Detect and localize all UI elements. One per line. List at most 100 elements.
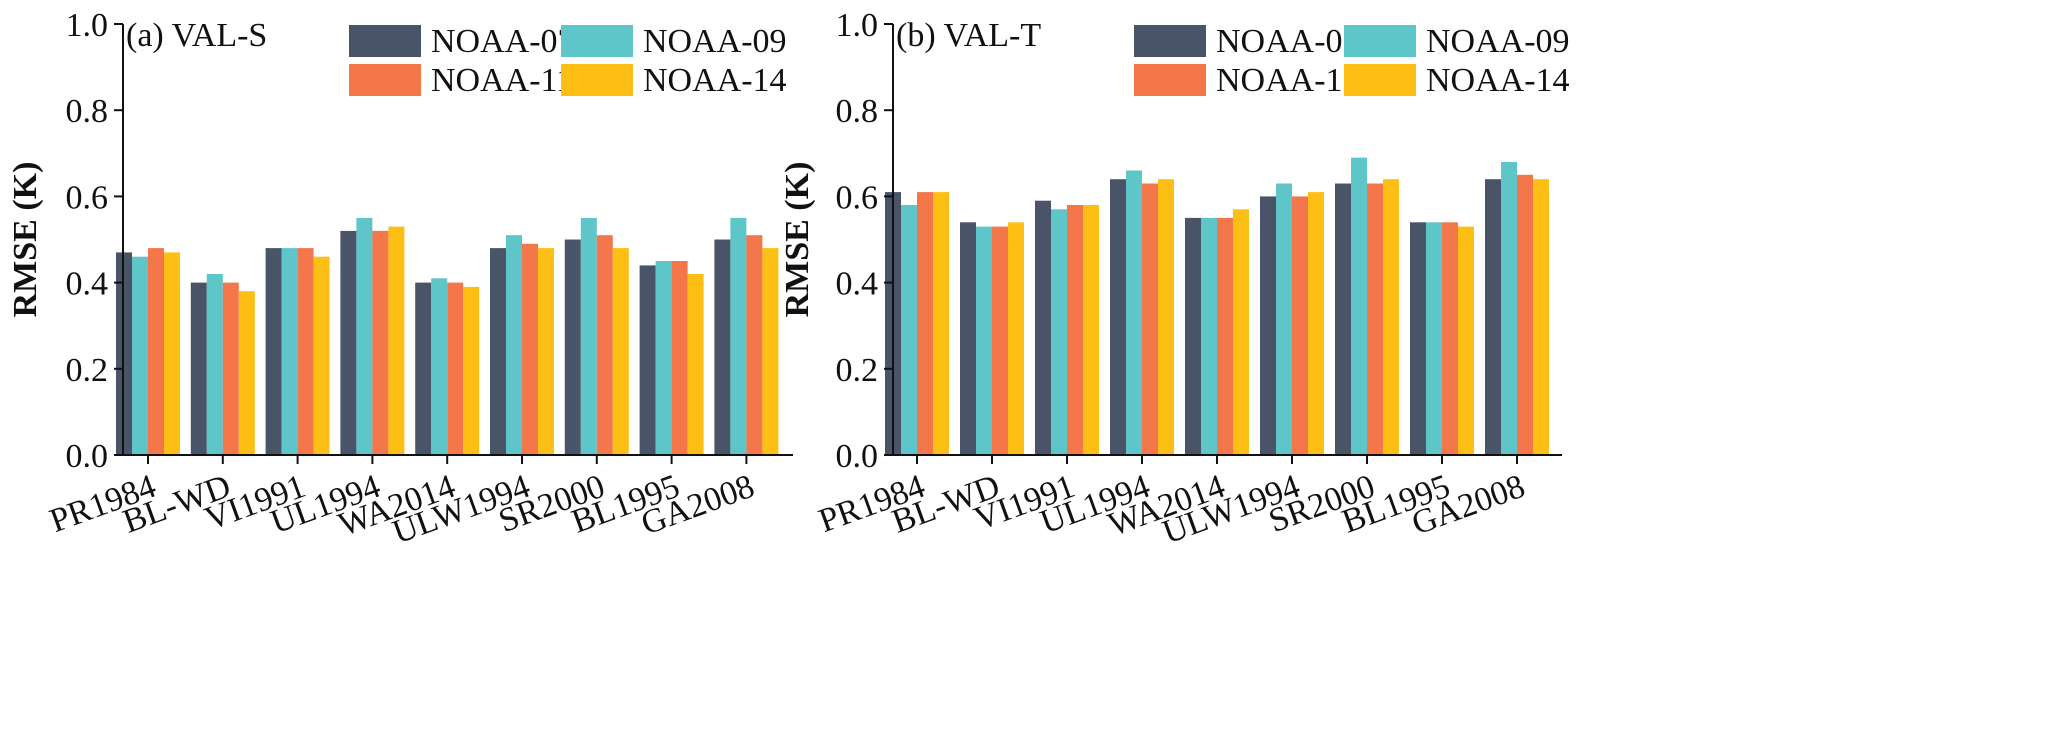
bar-a-VI1991-NOAA-09 [281, 248, 298, 455]
bar-a-BL-WD-NOAA-14 [238, 291, 255, 455]
bar-a-SR2000-NOAA-14 [612, 248, 629, 455]
bar-a-SR2000-NOAA-09 [580, 217, 597, 455]
bar-a-BL-WD-NOAA-07 [190, 282, 207, 455]
bar-b-GA2008-NOAA-09 [1501, 161, 1517, 455]
bar-a-WA2014-NOAA-14 [463, 286, 480, 455]
bar-b-SR2000-NOAA-07 [1335, 183, 1351, 455]
legend-swatch-NOAA-14 [1344, 64, 1416, 96]
bar-b-VI1991-NOAA-07 [1035, 200, 1051, 455]
legend-label-NOAA-11: NOAA-11 [431, 62, 573, 99]
legend-label-NOAA-14: NOAA-14 [1426, 62, 1570, 99]
bar-b-BL1995-NOAA-07 [1410, 222, 1426, 455]
bars-panel-a [116, 217, 779, 455]
bar-b-SR2000-NOAA-09 [1351, 157, 1367, 455]
bar-a-UL1994-NOAA-11 [372, 230, 389, 455]
legend-label-NOAA-11: NOAA-11 [1216, 62, 1358, 99]
bar-a-SR2000-NOAA-11 [596, 235, 613, 455]
legend-swatch-NOAA-07 [1134, 25, 1206, 57]
panel-title: (b) VAL-T [896, 17, 1041, 54]
bar-a-ULW1994-NOAA-07 [490, 248, 506, 455]
bar-a-PR1984-NOAA-11 [148, 248, 164, 455]
bar-a-BL1995-NOAA-14 [687, 274, 704, 455]
legend-panel-b: NOAA-07 NOAA-09 NOAA-11 NOAA-14 [1134, 23, 1570, 99]
y-tick-label: 0.2 [836, 352, 879, 389]
bar-a-GA2008-NOAA-09 [730, 217, 747, 455]
bar-b-WA2014-NOAA-09 [1201, 217, 1217, 455]
bar-b-ULW1994-NOAA-14 [1308, 192, 1324, 455]
y-tick-label: 1.0 [836, 7, 879, 44]
bar-b-BL-WD-NOAA-07 [960, 222, 976, 455]
panel-title: (a) VAL-S [126, 17, 267, 54]
bar-b-BL-WD-NOAA-09 [976, 226, 992, 455]
legend-swatch-NOAA-07 [349, 25, 421, 57]
bar-b-WA2014-NOAA-11 [1217, 217, 1233, 455]
bar-a-PR1984-NOAA-09 [132, 256, 148, 455]
legend-label-NOAA-07: NOAA-07 [431, 23, 575, 60]
y-tick-label: 0.4 [66, 266, 109, 303]
bar-a-PR1984-NOAA-14 [164, 252, 180, 455]
bar-b-VI1991-NOAA-14 [1083, 205, 1099, 455]
bar-a-UL1994-NOAA-09 [356, 217, 373, 455]
bar-b-ULW1994-NOAA-07 [1260, 196, 1276, 455]
bar-a-SR2000-NOAA-07 [564, 239, 581, 455]
bar-b-ULW1994-NOAA-09 [1276, 183, 1292, 455]
y-axis-title: RMSE (K) [7, 162, 44, 318]
y-tick-label: 0.0 [836, 438, 879, 475]
bar-a-VI1991-NOAA-14 [313, 256, 330, 455]
bar-a-BL-WD-NOAA-09 [206, 274, 223, 455]
y-tick-label: 0.0 [66, 438, 109, 475]
bar-a-ULW1994-NOAA-09 [506, 235, 522, 455]
bar-a-UL1994-NOAA-14 [388, 226, 405, 455]
bar-b-VI1991-NOAA-09 [1051, 209, 1067, 455]
bar-a-UL1994-NOAA-07 [340, 230, 357, 455]
legend-label-NOAA-14: NOAA-14 [643, 62, 787, 99]
panel-b: 0.00.20.40.60.81.0PR1984BL-WDVI1991UL199… [779, 7, 1570, 551]
bar-b-PR1984-NOAA-09 [901, 205, 917, 455]
bar-b-GA2008-NOAA-07 [1485, 179, 1501, 455]
bar-b-GA2008-NOAA-14 [1533, 179, 1549, 455]
legend-swatch-NOAA-11 [1134, 64, 1206, 96]
bar-a-GA2008-NOAA-11 [746, 235, 763, 455]
bar-b-BL1995-NOAA-14 [1458, 226, 1474, 455]
legend-swatch-NOAA-14 [561, 64, 633, 96]
bar-b-VI1991-NOAA-11 [1067, 205, 1083, 455]
bars-panel-b [885, 157, 1549, 456]
bar-a-BL-WD-NOAA-11 [222, 282, 239, 455]
legend-label-NOAA-09: NOAA-09 [643, 23, 787, 60]
bar-b-BL1995-NOAA-09 [1426, 222, 1442, 455]
bar-a-WA2014-NOAA-11 [447, 282, 464, 455]
y-tick-label: 1.0 [66, 7, 109, 44]
bar-b-UL1994-NOAA-11 [1142, 183, 1158, 455]
y-tick-label: 0.2 [66, 352, 109, 389]
y-axis-title: RMSE (K) [779, 162, 816, 318]
bar-b-BL1995-NOAA-11 [1442, 222, 1458, 455]
bar-a-WA2014-NOAA-07 [415, 282, 432, 455]
bar-a-GA2008-NOAA-07 [714, 239, 731, 455]
bar-a-BL1995-NOAA-11 [671, 261, 688, 455]
y-tick-label: 0.6 [836, 179, 879, 216]
legend-label-NOAA-07: NOAA-07 [1216, 23, 1360, 60]
bar-a-BL1995-NOAA-09 [655, 261, 672, 455]
legend-label-NOAA-09: NOAA-09 [1426, 23, 1570, 60]
bar-b-PR1984-NOAA-14 [933, 192, 949, 455]
y-tick-label: 0.8 [836, 93, 879, 130]
bar-b-PR1984-NOAA-11 [917, 192, 933, 455]
bar-a-BL1995-NOAA-07 [639, 265, 656, 455]
legend-panel-a: NOAA-07 NOAA-09 NOAA-11 NOAA-14 [349, 23, 787, 99]
bar-b-BL-WD-NOAA-11 [992, 226, 1008, 455]
bar-b-SR2000-NOAA-14 [1383, 179, 1399, 455]
bar-b-BL-WD-NOAA-14 [1008, 222, 1024, 455]
bar-b-ULW1994-NOAA-11 [1292, 196, 1308, 455]
bar-a-WA2014-NOAA-09 [431, 278, 448, 455]
y-tick-label: 0.8 [66, 93, 109, 130]
bar-a-ULW1994-NOAA-14 [538, 248, 554, 455]
bar-b-UL1994-NOAA-07 [1110, 179, 1126, 455]
legend-swatch-NOAA-09 [561, 25, 633, 57]
bar-b-SR2000-NOAA-11 [1367, 183, 1383, 455]
y-tick-label: 0.6 [66, 179, 109, 216]
bar-b-UL1994-NOAA-14 [1158, 179, 1174, 455]
legend-swatch-NOAA-11 [349, 64, 421, 96]
bar-a-VI1991-NOAA-11 [297, 248, 314, 455]
bar-b-WA2014-NOAA-07 [1185, 217, 1201, 455]
